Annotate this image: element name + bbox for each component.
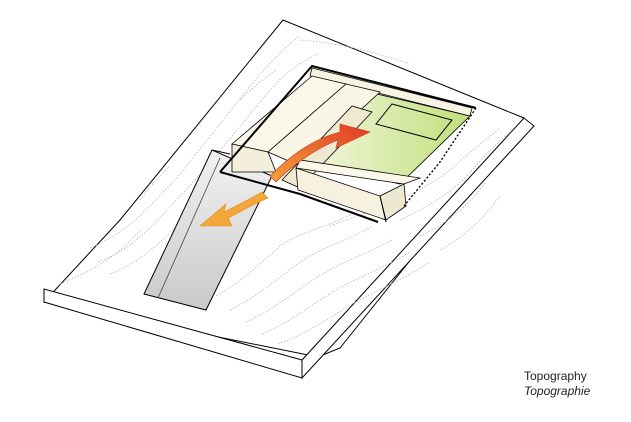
- flow-arrow: [269, 123, 371, 183]
- arrow-down-left-icon: [199, 191, 269, 227]
- platform-front-edge: [219, 171, 379, 223]
- caption-subtitle: Topographie: [524, 384, 591, 398]
- contour-lines: [59, 35, 511, 345]
- terrain-block: [43, 19, 535, 380]
- caption: Topography Topographie: [524, 369, 590, 399]
- curved-arrow-up-right-icon: [269, 123, 371, 183]
- front-volume-top: [295, 159, 422, 185]
- platform-right-edge: [403, 107, 477, 207]
- terrain-right-face: [301, 117, 535, 380]
- terrain-surface: [43, 19, 525, 358]
- courtyard-pool: [375, 103, 453, 141]
- outflow-arrow: [199, 191, 269, 227]
- caption-title: Topography: [524, 369, 587, 383]
- platform-outline: [219, 64, 477, 173]
